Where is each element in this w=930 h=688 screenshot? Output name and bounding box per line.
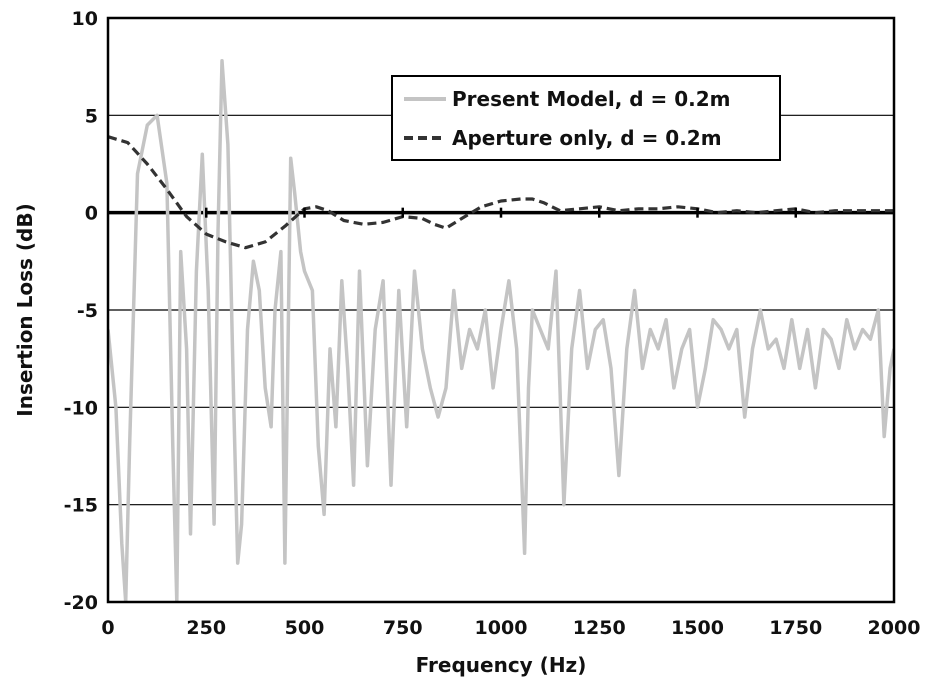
y-tick-label: -10 (64, 397, 98, 419)
legend-label-aperture-only: Aperture only, d = 0.2m (452, 126, 722, 150)
legend-box (391, 75, 781, 161)
y-tick-label: -20 (64, 592, 98, 614)
x-tick-label: 1000 (475, 617, 528, 639)
plot-area-frame (106, 16, 896, 604)
legend-label-present-model: Present Model, d = 0.2m (452, 87, 731, 111)
x-tick-label: 1750 (769, 617, 822, 639)
x-tick-label: 2000 (868, 617, 921, 639)
x-tick-label: 500 (285, 617, 325, 639)
series-line-present-model (108, 59, 894, 602)
x-tick-label: 750 (383, 617, 423, 639)
x-tick-label: 250 (186, 617, 226, 639)
y-axis-ticks: 10 5 0 -5 -10 -15 -20 (64, 8, 98, 614)
x-tick-label: 0 (101, 617, 114, 639)
y-tick-label: -15 (64, 495, 98, 517)
x-tick-label: 1250 (573, 617, 626, 639)
series-lines (108, 59, 894, 602)
series-line-aperture-only (108, 135, 894, 250)
x-tick-label: 1500 (671, 617, 724, 639)
y-axis-title: Insertion Loss (dB) (13, 203, 37, 416)
x-axis-title: Frequency (Hz) (416, 653, 587, 677)
legend: Present Model, d = 0.2m Aperture only, d… (391, 75, 781, 161)
x-axis-ticks: 0 250 500 750 1000 1250 1500 1750 2000 (101, 617, 920, 639)
y-tick-label: -5 (77, 300, 98, 322)
y-tick-label: 0 (85, 203, 98, 225)
y-tick-label: 10 (72, 8, 98, 30)
zero-line-ticks (205, 207, 797, 218)
y-tick-label: 5 (85, 105, 98, 127)
